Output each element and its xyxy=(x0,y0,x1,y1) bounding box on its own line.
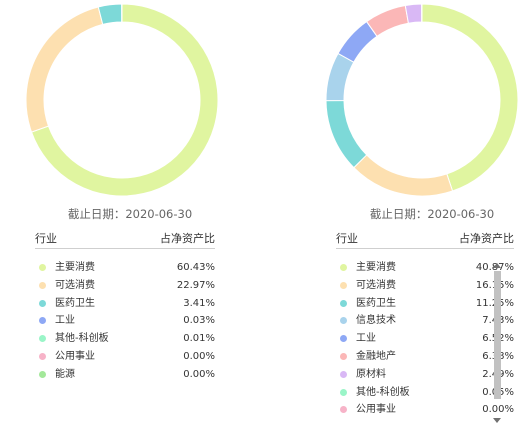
legend-row[interactable]: 公用事业 0.00% xyxy=(336,401,514,419)
table-scrollbar[interactable] xyxy=(492,263,503,423)
legend-row[interactable]: 医药卫生11.25% xyxy=(336,295,514,313)
industry-name: 医药卫生 xyxy=(55,297,95,309)
industry-name: 公用事业 xyxy=(356,404,396,416)
legend-dot-icon xyxy=(39,370,46,378)
legend-dot-icon xyxy=(340,264,347,271)
scroll-thumb[interactable] xyxy=(494,271,501,399)
legend-dot-icon xyxy=(39,335,46,343)
industry-name: 医药卫生 xyxy=(356,297,396,309)
legend-dot-icon xyxy=(340,388,347,396)
industry-percent: 0.00% xyxy=(183,368,215,380)
donut-slice-3[interactable] xyxy=(97,3,123,26)
industry-percent: 0.00% xyxy=(183,350,215,362)
donut-slice-1[interactable] xyxy=(30,3,219,197)
industry-name: 工业 xyxy=(356,333,376,345)
table-header: 行业 占净资产比 xyxy=(35,230,215,249)
industry-name: 能源 xyxy=(55,368,75,380)
header-industry: 行业 xyxy=(35,232,57,245)
legend-row[interactable]: 主要消费 40.87% xyxy=(336,259,514,277)
table-header: 行业 占净资产比 xyxy=(336,230,514,249)
donut-slice-2[interactable] xyxy=(25,6,104,133)
legend-row[interactable]: 工业6.52% xyxy=(336,330,514,348)
legend-row[interactable]: 能源 0.00% xyxy=(35,366,215,384)
industry-percent: 60.43% xyxy=(176,262,215,273)
industry-table-right: 行业 占净资产比 主要消费40.87%可选消费16.15%医药卫生11.25%信… xyxy=(336,230,514,419)
legend-dot-icon xyxy=(340,335,347,343)
header-ratio: 占净资产比 xyxy=(459,232,514,245)
industry-rows-scroll-area[interactable]: 主要消费40.87%可选消费16.15%医药卫生11.25%信息技术7.43%工… xyxy=(336,249,514,419)
industry-name: 公用事业 xyxy=(55,350,95,362)
header-industry: 行业 xyxy=(336,232,358,245)
industry-percent: 22.97% xyxy=(176,279,215,291)
industry-name: 主要消费 xyxy=(55,262,95,273)
industry-name: 金融地产 xyxy=(356,350,396,362)
legend-dot-icon xyxy=(39,281,46,289)
industry-name: 其他-科创板 xyxy=(55,333,109,345)
industry-name: 工业 xyxy=(55,315,75,327)
date-label: 截止日期：2020-06-30 xyxy=(369,207,495,221)
legend-dot-icon xyxy=(39,299,46,307)
donut-slice-1[interactable] xyxy=(421,3,519,192)
scroll-down-arrow-icon[interactable] xyxy=(493,418,501,423)
legend-dot-icon xyxy=(340,317,347,325)
legend-dot-icon xyxy=(39,317,46,325)
industry-donut-chart-left xyxy=(25,3,219,197)
industry-table-left: 行业 占净资产比 主要消费 60.43% 可选消费 22.97% 医药卫生 3.41% 工业… xyxy=(35,230,215,384)
legend-dot-icon xyxy=(340,370,347,378)
legend-row[interactable]: 其他-科创板 0.01% xyxy=(35,330,215,348)
legend-dot-icon xyxy=(340,406,347,414)
industry-name: 原材料 xyxy=(356,368,386,380)
donut-slice-2[interactable] xyxy=(353,154,454,197)
industry-percent: 3.41% xyxy=(183,297,215,309)
left-industry-panel: 截止日期：2020-06-30 行业 占净资产比 主要消费 60.43% 可选消费 2… xyxy=(10,0,250,435)
industry-name: 可选消费 xyxy=(356,279,396,291)
legend-dot-icon xyxy=(340,281,347,289)
legend-dot-icon xyxy=(39,352,46,360)
legend-row[interactable]: 信息技术7.43% xyxy=(336,312,514,330)
industry-rows: 主要消费 60.43% 可选消费 22.97% 医药卫生 3.41% 工业 0.03% 其他-科… xyxy=(35,249,215,384)
legend-row[interactable]: 医药卫生 3.41% xyxy=(35,295,215,313)
industry-percent: 0.00% xyxy=(482,404,514,416)
legend-row[interactable]: 公用事业 0.00% xyxy=(35,348,215,366)
date-label: 截止日期：2020-06-30 xyxy=(67,207,193,221)
industry-percent: 0.03% xyxy=(183,315,215,327)
industry-percent: 0.01% xyxy=(183,333,215,345)
industry-rows: 主要消费40.87%可选消费16.15%医药卫生11.25%信息技术7.43%工… xyxy=(336,249,514,419)
industry-donut-chart-right xyxy=(325,3,519,197)
right-industry-panel: 截止日期：2020-06-30 行业 占净资产比 主要消费40.87%可选消费1… xyxy=(312,0,522,435)
donut-slice-3[interactable] xyxy=(325,99,368,169)
legend-dot-icon xyxy=(340,299,347,307)
legend-row[interactable]: 可选消费 22.97% xyxy=(35,277,215,295)
scroll-up-arrow-icon[interactable] xyxy=(493,263,501,268)
donut-slice-7[interactable] xyxy=(404,3,423,24)
legend-row[interactable]: 可选消费16.15% xyxy=(336,277,514,295)
legend-row[interactable]: 金融地产6.38% xyxy=(336,348,514,366)
industry-name: 其他-科创板 xyxy=(356,386,410,398)
legend-row[interactable]: 原材料2.49% xyxy=(336,366,514,384)
header-ratio: 占净资产比 xyxy=(160,232,215,245)
legend-dot-icon xyxy=(39,264,46,271)
donut-slice-4[interactable] xyxy=(325,52,355,102)
legend-dot-icon xyxy=(340,352,347,360)
industry-name: 主要消费 xyxy=(356,262,396,273)
legend-row[interactable]: 工业 0.03% xyxy=(35,312,215,330)
industry-name: 信息技术 xyxy=(356,315,396,327)
industry-name: 可选消费 xyxy=(55,279,95,291)
legend-row[interactable]: 主要消费 60.43% xyxy=(35,259,215,277)
